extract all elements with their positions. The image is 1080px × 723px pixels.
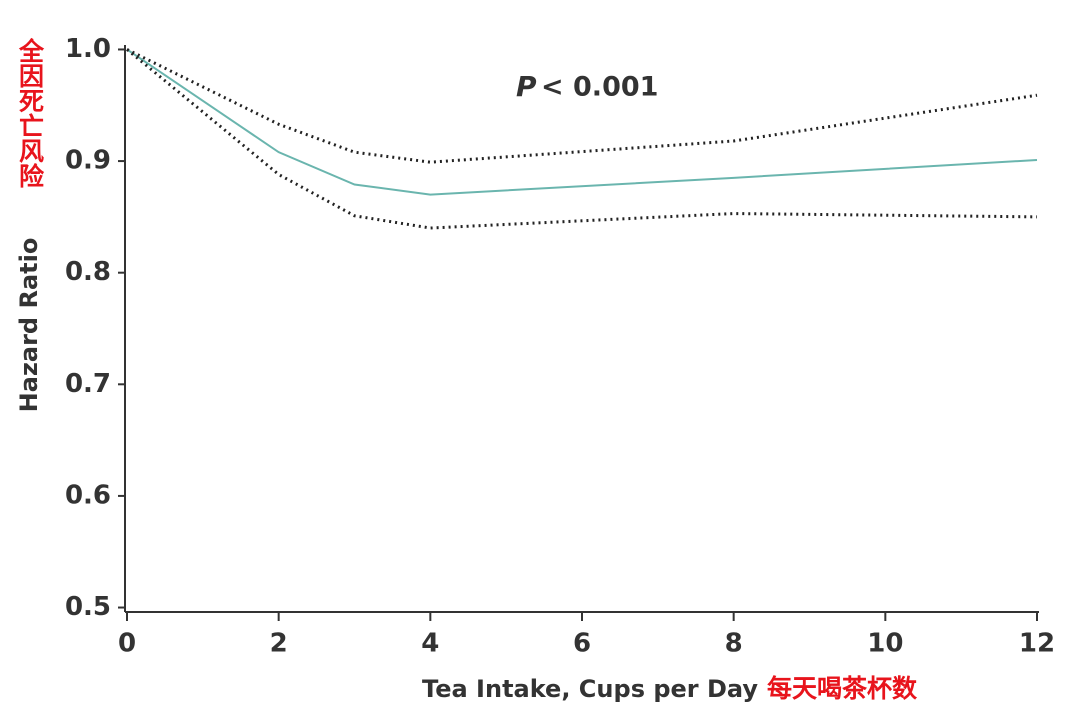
series-line — [126, 48, 1038, 164]
y-tick-label: 1.0 — [65, 34, 111, 64]
y-tick-label: 0.6 — [65, 480, 111, 510]
x-tick-label: 2 — [270, 629, 288, 659]
y-axis-note: 全因死亡风险 — [16, 37, 46, 188]
x-tick-label: 6 — [573, 629, 591, 659]
y-tick-label: 0.8 — [65, 257, 111, 287]
y-tick-label: 0.9 — [65, 146, 111, 176]
y-tick-label: 0.5 — [65, 592, 111, 622]
x-tick-label: 4 — [421, 629, 439, 659]
series-line — [126, 48, 1038, 230]
x-tick-label: 0 — [118, 629, 136, 659]
p-value: < 0.001 — [541, 72, 658, 103]
x-tick-label: 8 — [725, 629, 743, 659]
y-tick-label: 0.7 — [65, 369, 111, 399]
x-tick-label: 12 — [1019, 629, 1055, 659]
x-axis-note: 每天喝茶杯数 — [767, 674, 918, 703]
x-axis-label: Tea Intake, Cups per Day — [422, 675, 758, 703]
y-axis-label: Hazard Ratio — [15, 238, 43, 413]
p-symbol: P — [516, 70, 537, 103]
x-tick-label: 10 — [867, 629, 903, 659]
series-line — [126, 48, 1038, 196]
